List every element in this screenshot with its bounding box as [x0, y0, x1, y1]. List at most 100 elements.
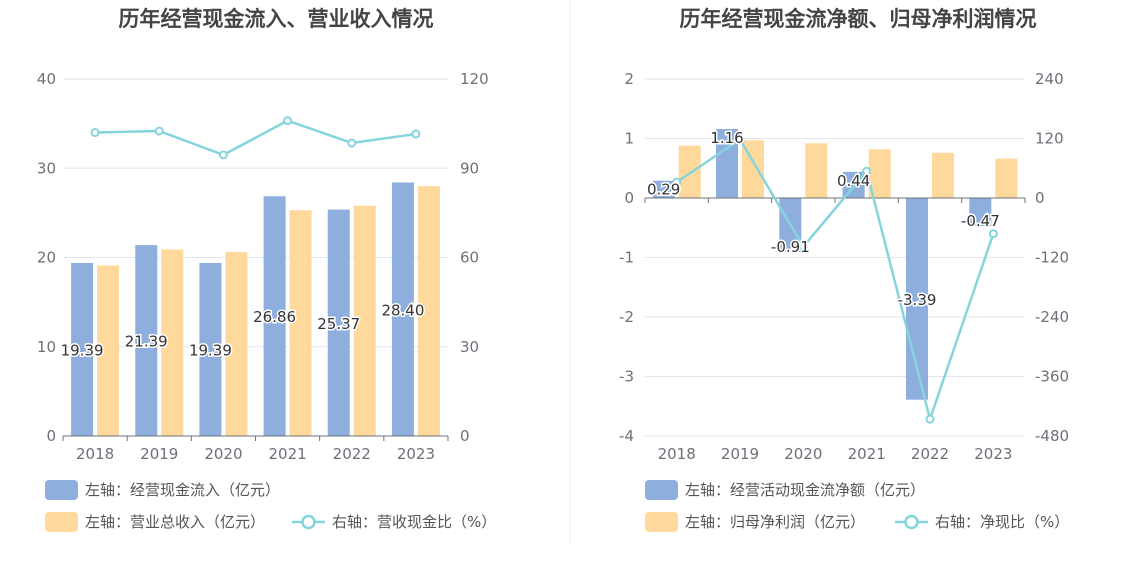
legend-label: 右轴：净现比（%） [935, 513, 1069, 531]
line-series [95, 119, 417, 157]
bar-secondary [742, 140, 764, 198]
left-axis-tick-label: 0 [624, 189, 634, 207]
bar-secondary [353, 205, 376, 436]
chart-panel-2: 历年经营现金流净额、归母净利润情况 -4 -3 -2 -1 0 1 2 -480 -360 -240… [619, 7, 1069, 532]
bar-secondary [678, 145, 701, 198]
bar-data-label: 25.37 [317, 315, 360, 333]
line-point [672, 177, 682, 187]
x-axis-tick-label: 2019 [140, 445, 178, 463]
bar-secondary [805, 143, 828, 198]
bar-data-label: 28.40 [381, 301, 424, 319]
bar-primary [327, 209, 350, 436]
line-point [90, 128, 100, 138]
x-axis-tick-label: 2018 [76, 445, 114, 463]
bar-data-label: -0.91 [771, 238, 810, 256]
right-axis-tick-label: -480 [1035, 427, 1069, 445]
bar-data-label: -0.47 [961, 212, 1000, 230]
x-axis-tick-label: 2019 [721, 445, 759, 463]
legend-swatch [645, 512, 678, 532]
x-axis-tick-label: 2023 [974, 445, 1012, 463]
left-axis-tick-label: 0 [46, 427, 56, 445]
legend-item[interactable]: 左轴：经营活动现金流净额（亿元） [645, 480, 925, 500]
legend-swatch [645, 480, 678, 500]
left-axis-tick-label: 10 [37, 338, 56, 356]
line-point [798, 242, 808, 252]
x-axis-tick-label: 2020 [784, 445, 822, 463]
line-point [347, 138, 357, 148]
legend-marker [301, 514, 316, 530]
x-axis-tick-label: 2021 [268, 445, 306, 463]
x-axis-tick-label: 2022 [911, 445, 949, 463]
left-axis-tick-label: -3 [619, 368, 634, 386]
left-axis-tick-label: 2 [624, 70, 634, 88]
line-point [283, 116, 293, 126]
bar-data-label: 19.39 [189, 341, 232, 359]
bar-secondary [97, 265, 120, 436]
legend-label: 左轴：经营活动现金流净额（亿元） [685, 481, 925, 499]
bar-secondary [995, 158, 1018, 198]
legend-marker [904, 514, 919, 530]
right-axis-tick-label: 30 [460, 338, 479, 356]
line-series [675, 137, 995, 424]
right-axis-tick-label: 240 [1035, 70, 1064, 88]
chart-title: 历年经营现金流净额、归母净利润情况 [680, 7, 1037, 31]
left-axis-tick-label: -4 [619, 427, 634, 445]
x-axis-tick-label: 2023 [397, 445, 435, 463]
bar-primary [71, 262, 94, 436]
bar-primary [391, 182, 414, 436]
bar-secondary [417, 186, 440, 436]
chart-panel-1: 历年经营现金流入、营业收入情况 0 10 20 30 40 0 30 60 90 120 2018 20… [37, 7, 496, 532]
right-axis-tick-label: 120 [1035, 130, 1064, 148]
x-axis-tick-label: 2021 [848, 445, 886, 463]
line-point [411, 129, 421, 139]
legend-swatch [45, 480, 78, 500]
bar-primary [652, 180, 675, 198]
bar-primary [199, 262, 222, 436]
x-axis-tick-label: 2018 [658, 445, 696, 463]
legend-item[interactable]: 左轴：经营现金流入（亿元） [45, 480, 280, 500]
right-axis-tick-label: -360 [1035, 368, 1069, 386]
bar-data-label: 21.39 [125, 333, 168, 351]
legend-label: 右轴：营收现金比（%） [332, 513, 496, 531]
bar-secondary [868, 149, 891, 198]
left-axis-tick-label: 40 [37, 70, 56, 88]
chart-title: 历年经营现金流入、营业收入情况 [119, 7, 434, 31]
left-axis-tick-label: -1 [619, 249, 634, 267]
left-axis-tick-label: -2 [619, 308, 634, 326]
bar-secondary [225, 252, 248, 436]
legend-item[interactable]: 左轴：营业总收入（亿元） [45, 512, 265, 532]
line-point [862, 166, 872, 176]
legend-swatch [45, 512, 78, 532]
line-point [988, 229, 998, 239]
bar-secondary [161, 249, 184, 436]
right-axis-tick-label: 60 [460, 249, 479, 267]
right-axis-tick-label: 0 [460, 427, 470, 445]
line-point [218, 150, 228, 160]
bar-data-label: 26.86 [253, 308, 296, 326]
legend-item[interactable]: 右轴：净现比（%） [895, 513, 1069, 531]
legend-item[interactable]: 右轴：营收现金比（%） [292, 513, 496, 531]
x-axis-tick-label: 2020 [204, 445, 242, 463]
legend-label: 左轴：营业总收入（亿元） [85, 513, 265, 531]
bar-secondary [932, 152, 954, 198]
right-axis-tick-label: 0 [1035, 189, 1045, 207]
left-axis-tick-label: 20 [37, 249, 56, 267]
x-axis-tick-label: 2022 [333, 445, 371, 463]
right-axis-tick-label: 120 [460, 70, 489, 88]
right-axis-tick-label: 90 [460, 159, 479, 177]
right-axis-tick-label: -120 [1035, 249, 1069, 267]
legend-item[interactable]: 左轴：归母净利润（亿元） [645, 512, 865, 532]
legend-label: 左轴：归母净利润（亿元） [685, 513, 865, 531]
legend-label: 左轴：经营现金流入（亿元） [85, 481, 280, 499]
bar-data-label: 0.29 [647, 181, 680, 199]
bar-primary [135, 245, 158, 436]
bar-primary [716, 128, 738, 198]
bar-data-label: 1.16 [710, 129, 743, 147]
left-axis-tick-label: 1 [624, 130, 634, 148]
line-point [154, 126, 164, 136]
line-point [735, 134, 745, 144]
right-axis-tick-label: -240 [1035, 308, 1069, 326]
bar-primary [969, 198, 992, 226]
